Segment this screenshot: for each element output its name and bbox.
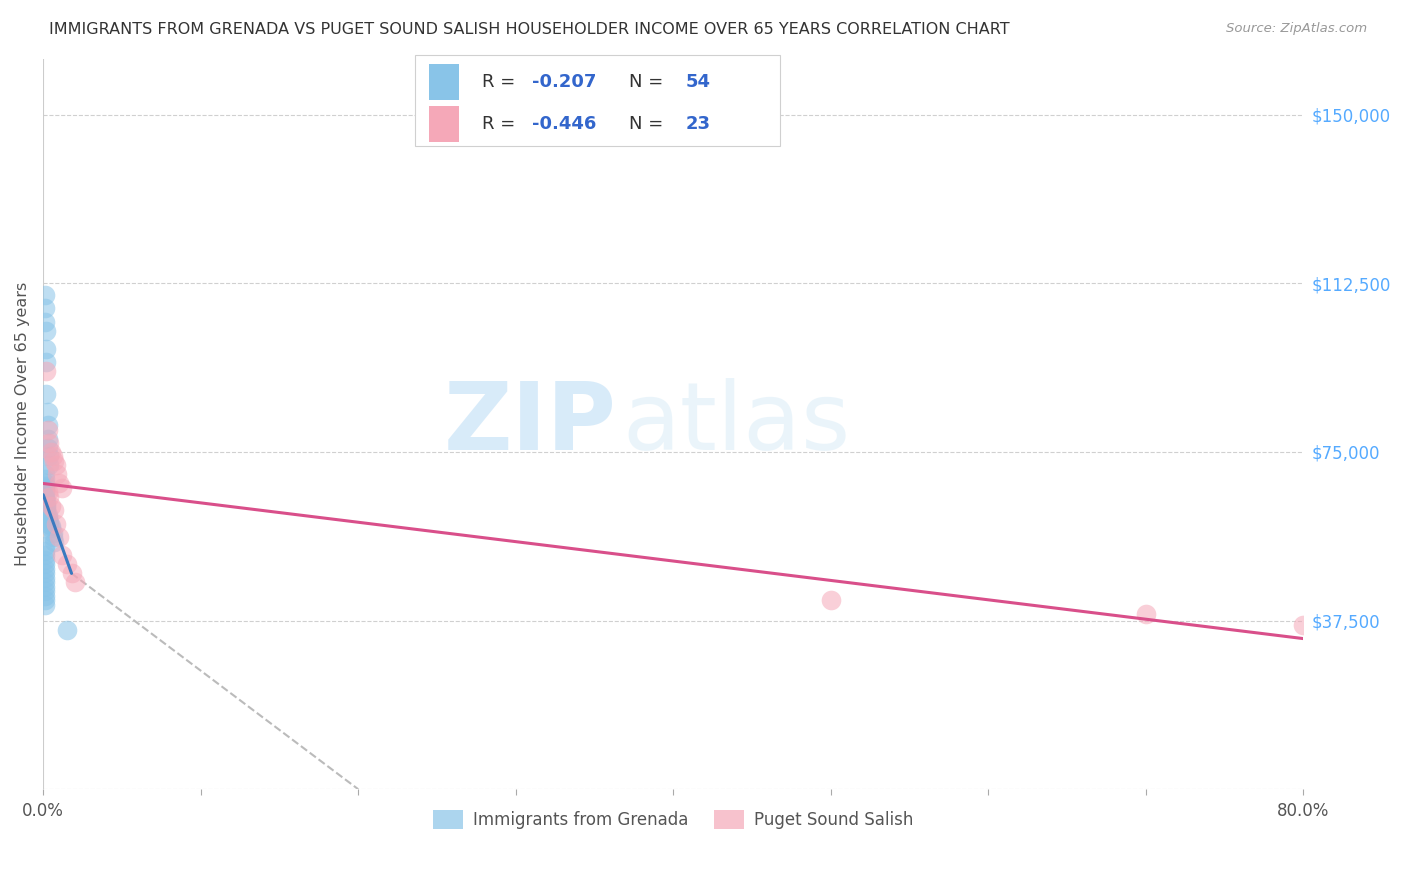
Point — [41, 450, 63, 464]
Point — [34, 287, 56, 301]
Point — [51, 549, 73, 563]
Text: -0.446: -0.446 — [531, 115, 596, 133]
Y-axis label: Householder Income Over 65 years: Householder Income Over 65 years — [15, 282, 30, 566]
Point — [34, 315, 56, 329]
Point — [34, 598, 56, 612]
Point — [34, 485, 56, 500]
Point — [34, 544, 56, 558]
Point — [35, 499, 58, 513]
Point — [34, 558, 56, 572]
Point — [37, 432, 59, 446]
Point — [60, 566, 83, 581]
Point — [34, 580, 56, 594]
Point — [34, 483, 56, 498]
Point — [34, 589, 56, 603]
Point — [39, 499, 62, 513]
Point — [41, 525, 63, 540]
Point — [34, 490, 56, 504]
Point — [44, 535, 66, 549]
Point — [35, 342, 58, 356]
Point — [34, 549, 56, 563]
Point — [34, 593, 56, 607]
Point — [35, 494, 58, 508]
Point — [45, 516, 67, 531]
Point — [34, 540, 56, 554]
Point — [34, 476, 56, 491]
Point — [51, 481, 73, 495]
Point — [39, 445, 62, 459]
Point — [37, 485, 59, 500]
FancyBboxPatch shape — [415, 55, 780, 146]
Point — [37, 510, 59, 524]
Point — [38, 436, 60, 450]
Point — [35, 386, 58, 401]
Point — [44, 503, 66, 517]
Point — [820, 593, 842, 607]
Point — [34, 584, 56, 599]
Point — [48, 530, 70, 544]
Text: N =: N = — [628, 115, 669, 133]
Point — [34, 481, 56, 495]
Point — [34, 492, 56, 507]
Point — [38, 516, 60, 531]
Point — [34, 467, 56, 482]
Point — [38, 450, 60, 464]
Point — [35, 503, 58, 517]
Text: Source: ZipAtlas.com: Source: ZipAtlas.com — [1226, 22, 1367, 36]
Point — [34, 488, 56, 502]
Point — [35, 506, 58, 520]
Point — [34, 472, 56, 486]
Point — [35, 501, 58, 516]
Point — [41, 530, 63, 544]
Point — [38, 458, 60, 473]
Point — [56, 558, 79, 572]
Point — [35, 364, 58, 378]
Point — [35, 324, 58, 338]
Point — [37, 508, 59, 522]
Point — [34, 575, 56, 590]
Point — [34, 553, 56, 567]
Point — [34, 479, 56, 493]
Text: IMMIGRANTS FROM GRENADA VS PUGET SOUND SALISH HOUSEHOLDER INCOME OVER 65 YEARS C: IMMIGRANTS FROM GRENADA VS PUGET SOUND S… — [49, 22, 1010, 37]
Text: atlas: atlas — [623, 378, 851, 470]
Point — [1135, 607, 1157, 621]
Text: 54: 54 — [686, 73, 711, 91]
Point — [48, 476, 70, 491]
Text: ZIP: ZIP — [444, 378, 617, 470]
Text: R =: R = — [482, 73, 520, 91]
Point — [39, 519, 62, 533]
Text: -0.207: -0.207 — [531, 73, 596, 91]
Point — [34, 562, 56, 576]
Text: R =: R = — [482, 115, 520, 133]
Point — [34, 566, 56, 581]
Point — [39, 521, 62, 535]
Point — [38, 515, 60, 529]
Point — [1292, 618, 1315, 632]
Point — [56, 623, 79, 637]
Point — [37, 423, 59, 437]
Point — [63, 575, 86, 590]
Text: 23: 23 — [686, 115, 711, 133]
Point — [46, 467, 69, 482]
FancyBboxPatch shape — [429, 106, 458, 143]
Legend: Immigrants from Grenada, Puget Sound Salish: Immigrants from Grenada, Puget Sound Sal… — [426, 803, 920, 836]
Point — [35, 497, 58, 511]
Point — [44, 454, 66, 468]
Point — [35, 355, 58, 369]
Point — [37, 417, 59, 432]
Text: N =: N = — [628, 73, 669, 91]
Point — [34, 301, 56, 315]
Point — [37, 512, 59, 526]
Point — [37, 441, 59, 455]
Point — [37, 404, 59, 418]
Point — [45, 458, 67, 473]
Point — [38, 490, 60, 504]
FancyBboxPatch shape — [429, 64, 458, 101]
Point — [34, 571, 56, 585]
